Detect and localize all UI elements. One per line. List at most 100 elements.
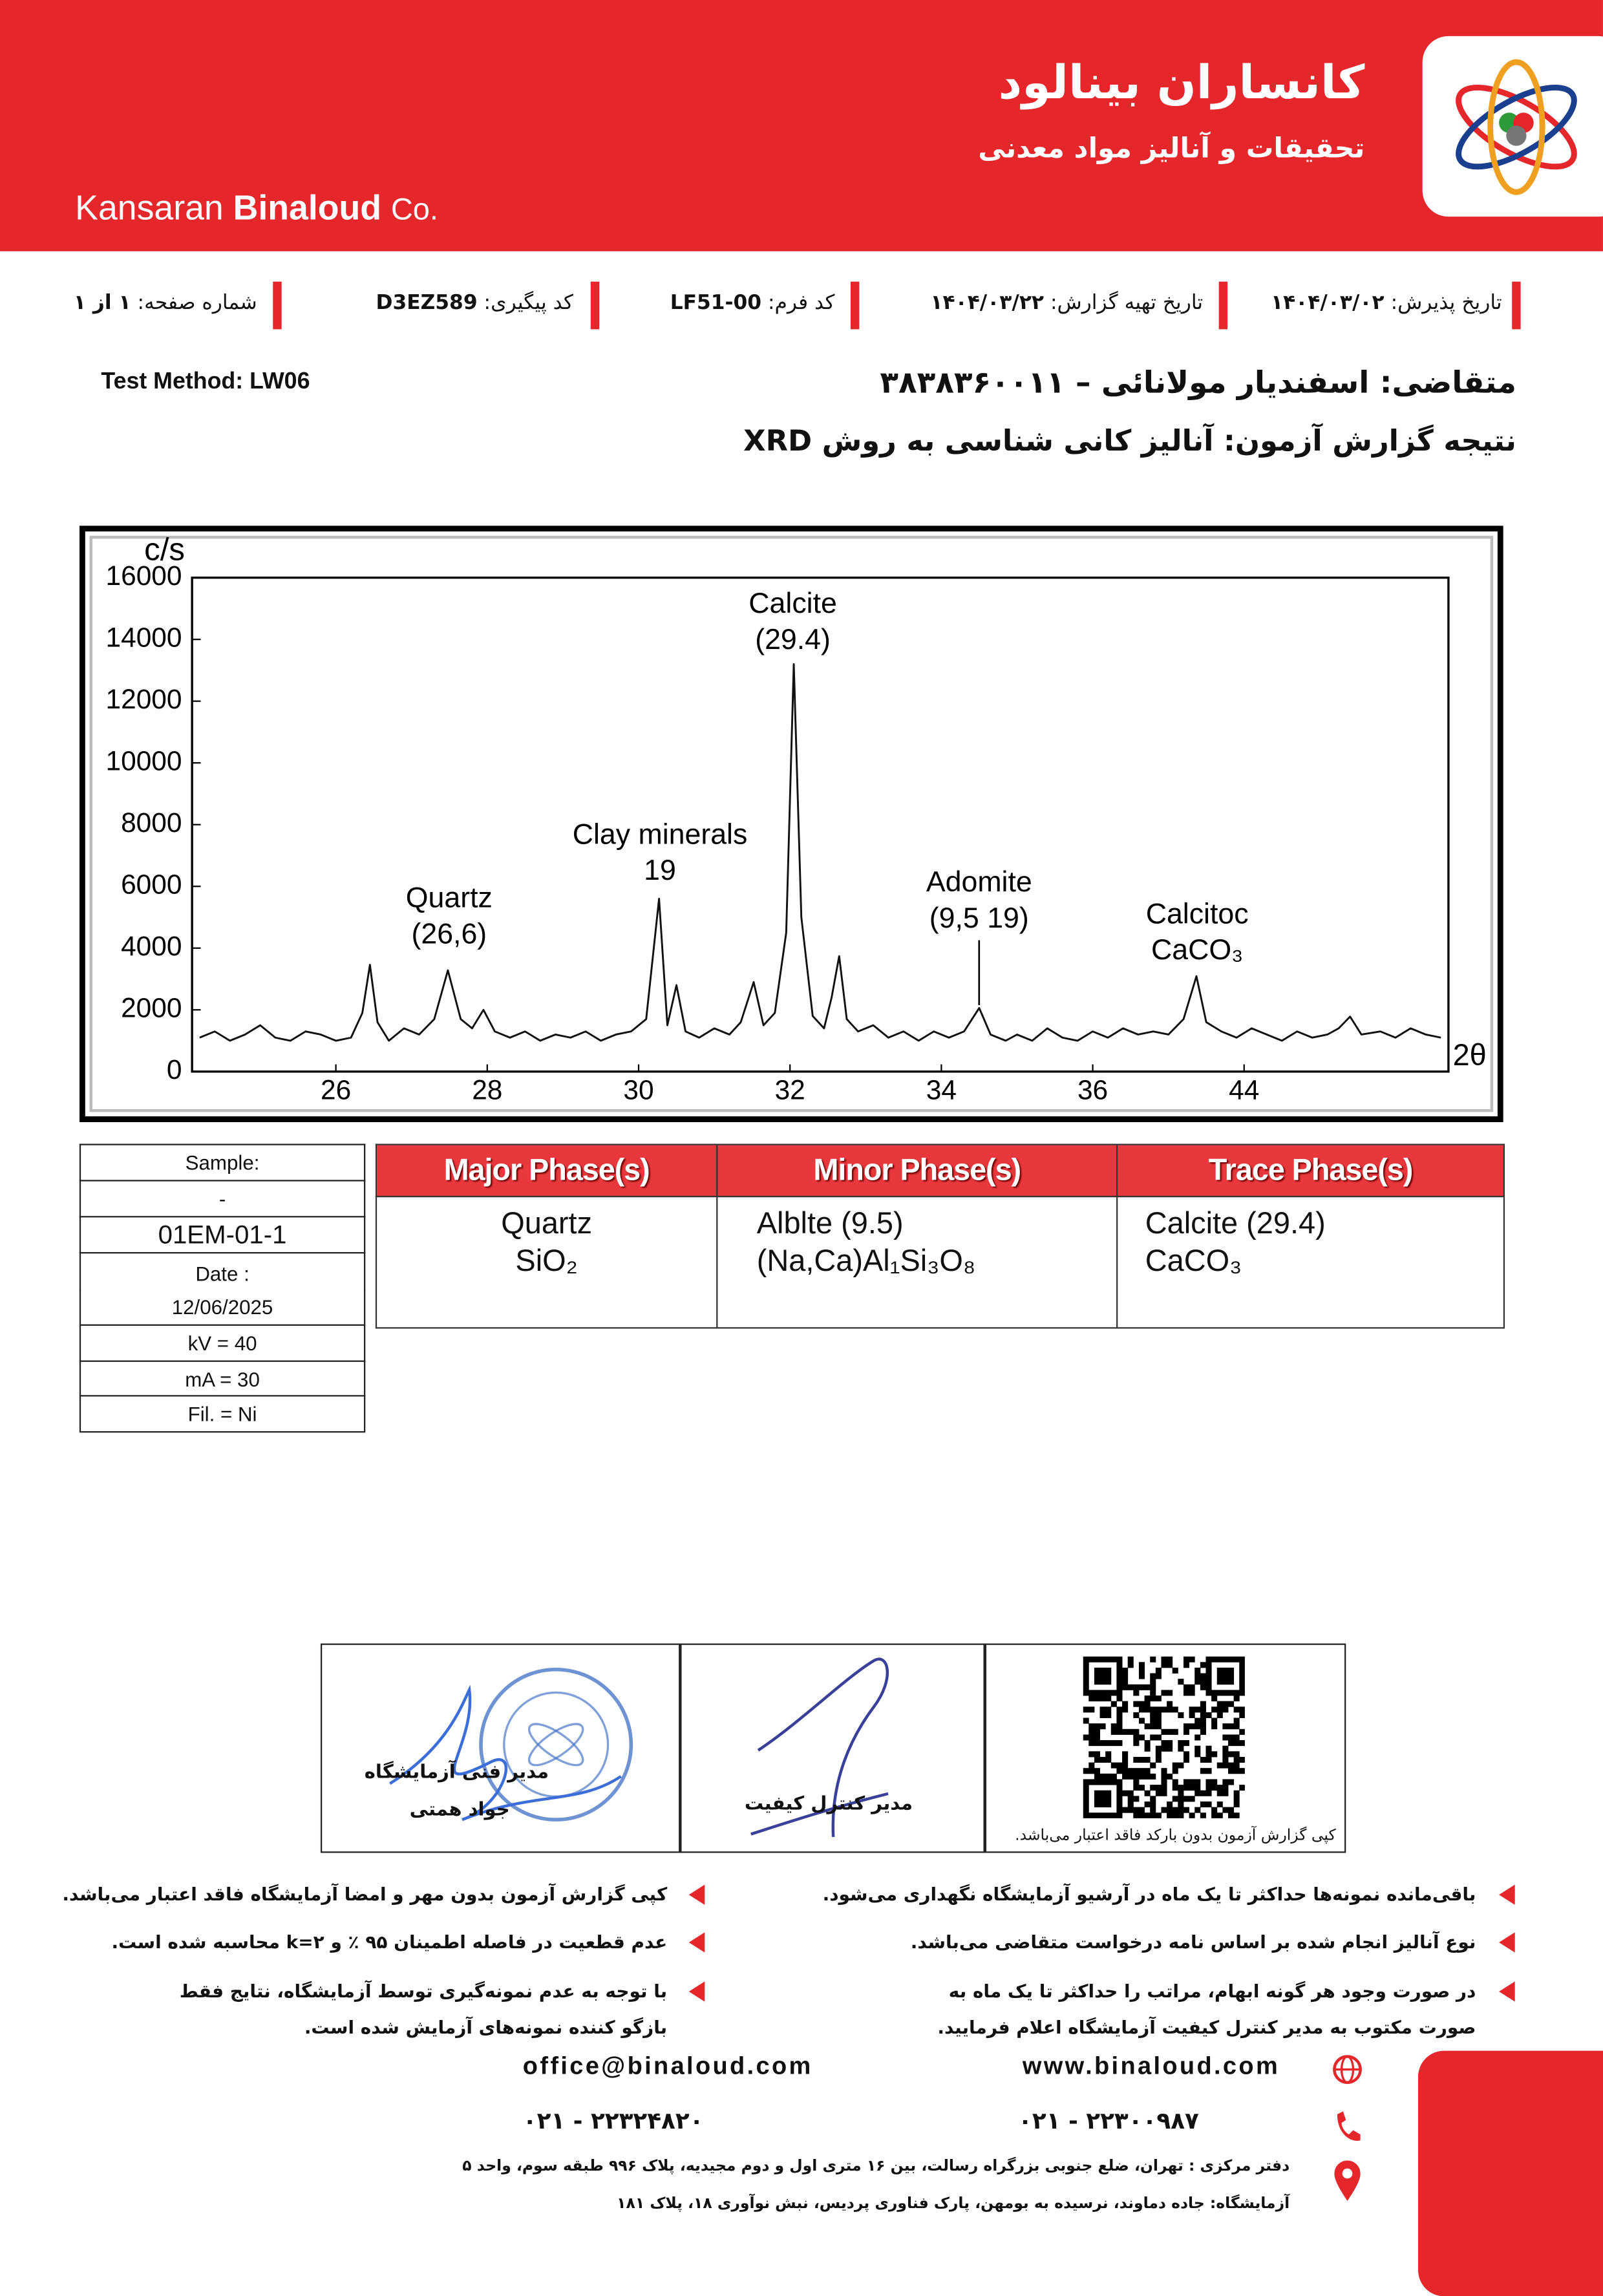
qr-module — [1183, 1751, 1190, 1758]
qr-module — [1200, 1673, 1206, 1679]
qr-module — [1127, 1790, 1134, 1796]
brand-en: Kansaran Binaloud Co. — [75, 189, 438, 230]
qr-module — [1161, 1745, 1167, 1752]
qr-module — [1150, 1801, 1156, 1808]
qr-module — [1155, 1673, 1162, 1679]
sample-cell: 01EM-01-1 — [79, 1216, 366, 1254]
qr-module — [1233, 1801, 1240, 1808]
logo-box — [1422, 36, 1603, 217]
qr-module — [1088, 1706, 1095, 1713]
qr-module — [1094, 1740, 1100, 1747]
phone: ۰۲۱ - ۲۲۳۲۴۸۲۰ — [522, 2107, 704, 2135]
qr-module — [1216, 1801, 1223, 1808]
qr-module — [1155, 1745, 1162, 1752]
office-address: دفتر مرکزی : تهران، ضلع جنوبی بزرگراه رس… — [462, 2157, 1290, 2175]
qr-module — [1222, 1790, 1229, 1796]
qr-module — [1122, 1701, 1129, 1707]
qr-module — [1116, 1684, 1123, 1690]
qr-module — [1144, 1812, 1151, 1818]
qr-module — [1122, 1673, 1129, 1679]
qr-module — [1183, 1662, 1190, 1668]
qr-module — [1150, 1673, 1156, 1679]
qr-module — [1178, 1745, 1184, 1752]
phase-formula: (Na,Ca)Al₁Si₃O₈ — [756, 1244, 976, 1279]
qr-module — [1116, 1728, 1123, 1735]
qr-module — [1167, 1807, 1173, 1813]
qr-module — [1211, 1656, 1218, 1663]
qr-module — [1216, 1679, 1223, 1685]
qr-module — [1133, 1701, 1140, 1707]
qr-module — [1138, 1701, 1145, 1707]
qr-module — [1133, 1712, 1140, 1718]
qr-module — [1110, 1762, 1117, 1769]
qr-module — [1144, 1740, 1151, 1747]
qr-module — [1239, 1684, 1245, 1690]
qr-module — [1105, 1712, 1112, 1718]
qr-module — [1239, 1712, 1245, 1718]
qr-module — [1105, 1740, 1112, 1747]
qr-module — [1161, 1790, 1167, 1796]
qr-module — [1088, 1812, 1095, 1818]
phase-row: Quartz SiO₂ Alblte (9.5) (Na,Ca)Al₁Si₃O₈ C… — [375, 1196, 1505, 1329]
qr-module — [1116, 1712, 1123, 1718]
qr-module — [1189, 1690, 1195, 1696]
qr-module — [1094, 1756, 1100, 1763]
qr-module — [1161, 1773, 1167, 1780]
y-tick-label: 10000 — [105, 745, 182, 776]
qr-module — [1200, 1717, 1206, 1724]
qr-module — [1227, 1779, 1235, 1785]
qr-module — [1167, 1656, 1173, 1663]
qr-module — [1094, 1768, 1100, 1774]
qr-module — [1133, 1807, 1140, 1813]
qr-module — [1083, 1796, 1089, 1802]
qr-module — [1172, 1706, 1178, 1713]
info-value: D3EZ589 — [376, 292, 478, 315]
qr-module — [1150, 1812, 1156, 1818]
qr-module — [1161, 1768, 1167, 1774]
peak-annotation: (29.4) — [755, 624, 831, 655]
qr-module — [1222, 1706, 1229, 1713]
qr-module — [1110, 1690, 1117, 1696]
qr-module — [1205, 1790, 1212, 1796]
qr-module — [1138, 1706, 1145, 1713]
qr-module — [1227, 1673, 1235, 1679]
qr-module — [1178, 1790, 1184, 1796]
qr-module — [1183, 1807, 1190, 1813]
qr-module — [1200, 1801, 1206, 1808]
phase-formula: CaCO₃ — [1145, 1244, 1242, 1279]
qr-module — [1194, 1717, 1201, 1724]
qr-module — [1105, 1706, 1112, 1713]
qr-module — [1110, 1728, 1117, 1735]
qr-module — [1083, 1790, 1089, 1796]
email: office@binaloud.com — [522, 2052, 813, 2080]
info-value: ۱۴۰۴/۰۳/۰۲ — [1271, 292, 1385, 315]
qr-module — [1216, 1656, 1223, 1663]
qr-module — [1133, 1690, 1140, 1696]
separator — [590, 281, 600, 330]
qr-module — [1194, 1667, 1201, 1674]
divider — [983, 1643, 986, 1853]
qr-module — [1133, 1796, 1140, 1802]
qr-module — [1211, 1785, 1218, 1791]
sample-cell: 12/06/2025 — [79, 1290, 366, 1324]
qr-module — [1222, 1762, 1229, 1769]
qr-module — [1227, 1701, 1235, 1707]
qr-module — [1233, 1790, 1240, 1796]
y-tick-label: 4000 — [121, 931, 182, 961]
qr-module — [1110, 1779, 1117, 1785]
qr-module — [1083, 1673, 1089, 1679]
applicant: متقاضی: اسفندیار مولانائی – ۳۸۳۸۳۶۰۰۱۱ — [880, 365, 1516, 400]
xrd-chart: c/s 2θ 0 2000 4000 6000 8000 10000 12000 14000 1… — [79, 526, 1503, 1122]
qr-module — [1216, 1812, 1223, 1818]
qr-module — [1233, 1796, 1240, 1802]
qr-module — [1183, 1728, 1190, 1735]
qr-module — [1127, 1656, 1134, 1663]
qr-module — [1211, 1751, 1218, 1758]
qr-module — [1088, 1768, 1095, 1774]
qr-module — [1161, 1662, 1167, 1668]
qr-module — [1172, 1779, 1178, 1785]
qr-module — [1233, 1768, 1240, 1774]
qr-module — [1094, 1773, 1100, 1780]
qr-module — [1083, 1734, 1089, 1741]
qr-module — [1194, 1807, 1201, 1813]
